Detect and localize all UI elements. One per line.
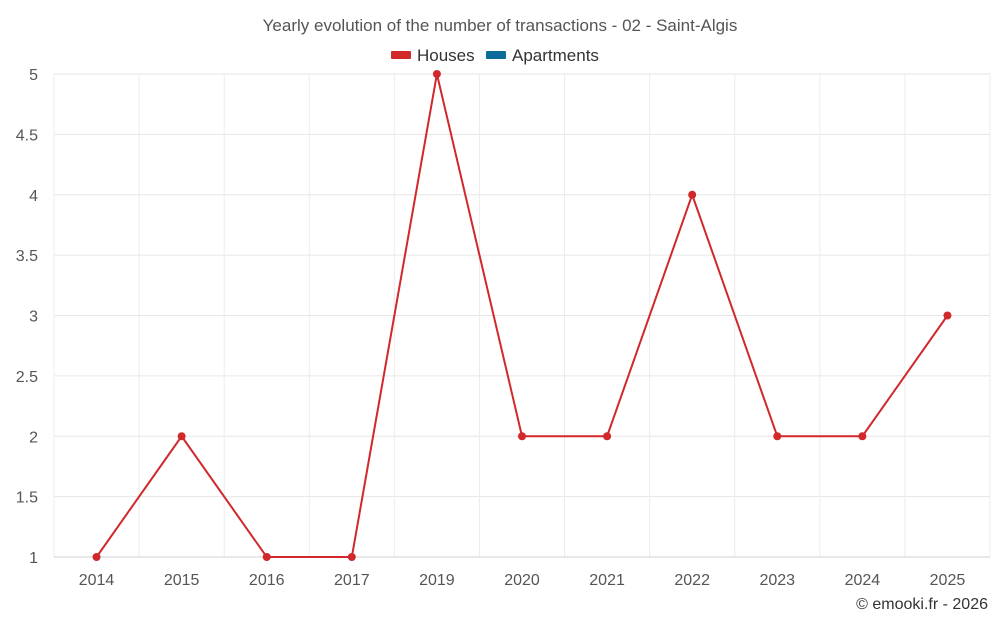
data-point[interactable] bbox=[262, 553, 271, 561]
x-tick-label: 2020 bbox=[504, 572, 540, 589]
data-point[interactable] bbox=[943, 311, 952, 320]
x-tick-label: 2024 bbox=[845, 572, 881, 589]
data-point[interactable] bbox=[603, 432, 612, 441]
legend-label-houses[interactable]: Houses bbox=[417, 46, 475, 65]
y-tick-label: 2.5 bbox=[16, 369, 38, 386]
data-points bbox=[92, 70, 952, 561]
x-tick-label: 2022 bbox=[674, 572, 710, 589]
x-tick-label: 2021 bbox=[589, 572, 625, 589]
x-tick-label: 2015 bbox=[164, 572, 200, 589]
data-point[interactable] bbox=[858, 432, 867, 441]
axes: 1 1.5 2 2.5 3 3.5 4 4.5 5 2014 2015 2016 2017 2019 202… bbox=[16, 67, 990, 589]
x-tick-label: 2019 bbox=[419, 572, 455, 589]
y-tick-label: 5 bbox=[29, 67, 38, 84]
legend-swatch-houses[interactable] bbox=[391, 51, 411, 59]
y-tick-label: 4 bbox=[29, 188, 38, 205]
data-point[interactable] bbox=[518, 432, 526, 441]
data-point[interactable] bbox=[688, 190, 697, 199]
x-tick-label: 2025 bbox=[930, 572, 966, 589]
data-point[interactable] bbox=[92, 553, 101, 561]
chart-title: Yearly evolution of the number of transa… bbox=[263, 16, 738, 35]
y-tick-label: 4.5 bbox=[16, 127, 38, 144]
data-point[interactable] bbox=[773, 432, 782, 441]
y-tick-label: 1.5 bbox=[16, 490, 38, 507]
credit-label: © emooki.fr - 2026 bbox=[856, 596, 988, 613]
legend-swatch-apartments[interactable] bbox=[486, 51, 506, 59]
grid-lines bbox=[53, 73, 991, 558]
legend: Houses Apartments bbox=[391, 46, 599, 65]
data-point[interactable] bbox=[347, 553, 356, 561]
y-tick-label: 2 bbox=[29, 429, 38, 446]
x-tick-label: 2016 bbox=[249, 572, 285, 589]
data-point[interactable] bbox=[177, 432, 186, 441]
x-tick-label: 2017 bbox=[334, 572, 370, 589]
x-tick-label: 2014 bbox=[79, 572, 115, 589]
legend-label-apartments[interactable]: Apartments bbox=[512, 46, 599, 65]
y-tick-label: 1 bbox=[29, 550, 38, 567]
data-point[interactable] bbox=[432, 70, 441, 78]
x-tick-label: 2023 bbox=[759, 572, 795, 589]
y-tick-label: 3 bbox=[29, 309, 38, 326]
y-tick-label: 3.5 bbox=[16, 248, 38, 265]
